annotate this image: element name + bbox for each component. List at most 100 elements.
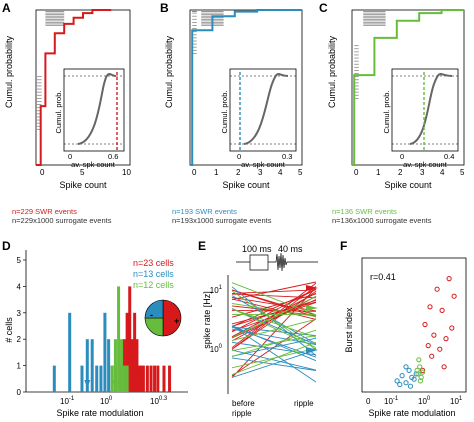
panel-f-point xyxy=(427,304,433,310)
panel-d-bar xyxy=(137,365,141,392)
panel-f-frame xyxy=(361,257,467,393)
panel-e-cell-line xyxy=(231,341,317,376)
panel-a-legend-surrogate: n=229x1000 surrogate events xyxy=(12,216,112,225)
panel-e-cell-line xyxy=(231,298,317,320)
panel-d-bar xyxy=(68,312,72,392)
panel-e-ripple-trace xyxy=(268,252,318,272)
panel-e-scale-40: 40 ms xyxy=(278,244,303,254)
panel-d-bar xyxy=(149,365,153,392)
panel-d-yticks: 0 1 2 3 4 5 xyxy=(17,256,26,397)
panel-d-pie-plus: + xyxy=(174,316,179,326)
svg-text:100.3: 100.3 xyxy=(150,396,168,406)
svg-text:100: 100 xyxy=(210,344,223,354)
panel-e-cell-line xyxy=(231,286,317,356)
panel-f-point xyxy=(434,286,440,292)
panel-e-cell-line xyxy=(231,308,317,338)
panel-e: E spike rate [Hz] 100 ms 40 ms 101 100 b… xyxy=(198,239,318,418)
panel-e-xtick-ripple-word: ripple xyxy=(232,409,252,418)
panel-d-pie-slice xyxy=(144,299,164,319)
panel-f-point xyxy=(403,364,409,370)
panel-d-arrows xyxy=(84,360,140,388)
panel-f-letter: F xyxy=(340,239,347,253)
panel-c-legend-swr: n=136 SWR events xyxy=(332,207,397,216)
panel-e-cell-line xyxy=(231,335,317,352)
panel-f-point xyxy=(413,371,419,377)
panel-e-cell-line xyxy=(231,290,317,350)
panel-d-bar xyxy=(95,365,99,392)
panel-c-inset xyxy=(391,68,459,152)
panel-d-ytick-label: 4 xyxy=(17,282,22,291)
panel-b-ylabel: Cumul. probability xyxy=(164,35,174,108)
panel-f-point xyxy=(437,346,443,352)
panel-f-point xyxy=(407,383,414,389)
panel-b-inset xyxy=(229,68,297,152)
panel-e-arrow-blue xyxy=(306,347,318,353)
panel-d-bar xyxy=(125,312,129,392)
panel-c-xtick-4: 4 xyxy=(440,168,445,177)
panel-c-swr-line xyxy=(352,9,464,166)
panel-d-pie-slice xyxy=(144,317,164,337)
panel-a-inset-curve xyxy=(77,73,117,145)
panel-b-xlabel: Spike count xyxy=(222,180,270,190)
panel-d-ytick-label: 3 xyxy=(17,309,22,318)
panel-d-xlabel: Spike rate modulation xyxy=(56,408,143,418)
panel-c-xtick-5: 5 xyxy=(460,168,465,177)
panel-e-cell-lines xyxy=(231,281,317,383)
panel-d-bar xyxy=(90,339,94,392)
panel-f-ylabel: Burst index xyxy=(344,307,354,353)
panel-f-point xyxy=(420,367,426,373)
panel-e-ylabel: spike rate [Hz] xyxy=(202,291,212,349)
panel-d-bar xyxy=(80,365,84,392)
panel-d-ytick-label: 2 xyxy=(17,335,22,344)
panel-e-cell-line xyxy=(231,296,317,312)
panel-d-bar xyxy=(125,365,129,392)
panel-f-point xyxy=(451,293,457,299)
panel-f-point xyxy=(411,376,417,382)
panel-a-inset-xtick-1: 0.6 xyxy=(108,152,118,161)
panel-e-cell-line xyxy=(231,281,317,301)
panel-c-ylabel: Cumul. probability xyxy=(327,35,337,108)
panel-e-cell-line xyxy=(231,287,317,378)
panel-d-bar xyxy=(168,365,172,392)
panel-a: A Cumul. probability 0 5 10 Spike count … xyxy=(2,1,131,225)
panel-c-inset-xtick-1: 0.4 xyxy=(444,152,454,161)
panel-a-inset xyxy=(63,68,125,152)
panel-b-letter: B xyxy=(160,1,169,15)
svg-text:100: 100 xyxy=(100,396,113,406)
panel-d-bar xyxy=(110,365,114,392)
panel-f-point xyxy=(425,343,431,349)
panel-c-inset-xlabel: av. spk count xyxy=(403,160,448,169)
panel-b-inset-xtick-1: 0.3 xyxy=(282,152,292,161)
panel-f-point xyxy=(415,371,421,377)
panel-b-frame xyxy=(189,9,303,166)
panel-a-inset-ylabel: Cumul. prob. xyxy=(54,91,63,134)
panel-e-arrow-green xyxy=(306,305,318,311)
panel-f-point xyxy=(446,276,452,282)
panel-d-pie xyxy=(144,299,182,337)
panel-d-arrow-head xyxy=(133,380,140,388)
panel-f-point xyxy=(422,321,428,328)
panel-a-xlabel: Spike count xyxy=(59,180,107,190)
panel-f-point xyxy=(414,367,420,373)
panel-e-arrow-red xyxy=(306,285,318,291)
panel-d-bar xyxy=(139,365,143,392)
panel-b-xtick-1: 1 xyxy=(214,168,219,177)
panel-e-xtick-ripple: ripple xyxy=(294,399,314,408)
panel-c-frame xyxy=(351,9,465,166)
panel-d-arrow-head xyxy=(112,380,119,388)
panel-d-bar xyxy=(156,365,160,392)
panel-c-xtick-3: 3 xyxy=(420,168,425,177)
panel-b-surrogate-lines xyxy=(192,11,224,54)
panel-e-cell-line xyxy=(231,282,317,316)
panel-b-swr-line xyxy=(190,9,302,166)
panel-f-points xyxy=(394,276,457,389)
panel-d-bar xyxy=(103,312,107,392)
panel-b: B Cumul. probability 0 1 2 3 4 5 Spike c… xyxy=(160,1,303,225)
panel-e-cell-line xyxy=(231,341,317,356)
panel-d-bar xyxy=(120,339,124,392)
panel-f-point xyxy=(406,367,412,373)
panel-c-inset-curve xyxy=(409,73,453,145)
panel-d-letter: D xyxy=(2,239,11,253)
panel-c-xtick-1: 1 xyxy=(376,168,381,177)
panel-d-bar xyxy=(117,286,121,392)
